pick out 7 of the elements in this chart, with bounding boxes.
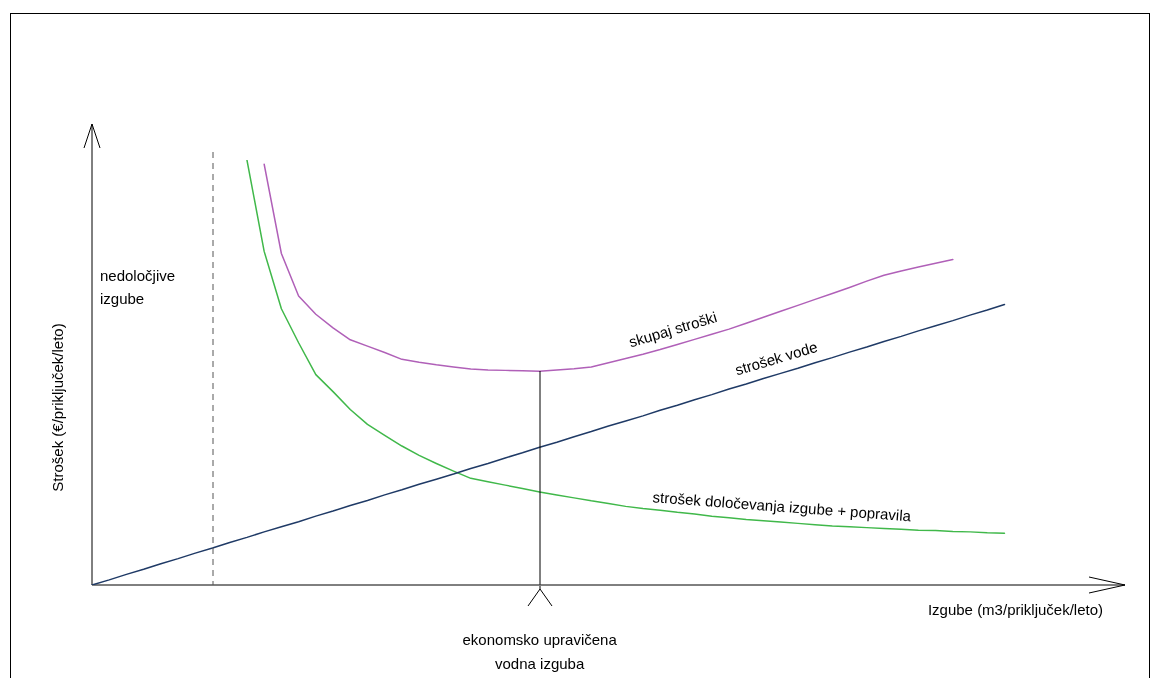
annotation: nedoločjive izgube bbox=[100, 267, 176, 308]
y-axis-title: Strošek (€/priključek/leto) bbox=[49, 323, 67, 492]
text: skupaj stroški bbox=[626, 308, 719, 351]
text: ekonomsko upravičena vodna izguba bbox=[462, 631, 618, 673]
x-axis-title: Izgube (m3/priključek/leto) bbox=[927, 601, 1103, 619]
text: strošek vode bbox=[732, 337, 820, 379]
series-label: strošek določevanja izgube + popravila bbox=[652, 488, 913, 525]
